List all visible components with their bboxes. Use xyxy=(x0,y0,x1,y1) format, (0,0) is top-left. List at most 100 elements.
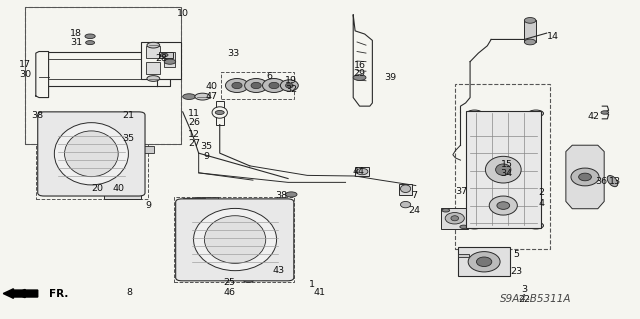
Ellipse shape xyxy=(467,110,482,117)
Ellipse shape xyxy=(164,59,175,64)
FancyBboxPatch shape xyxy=(175,199,294,281)
Text: 3: 3 xyxy=(522,285,527,294)
Ellipse shape xyxy=(489,196,517,215)
Text: 17: 17 xyxy=(19,60,31,69)
Ellipse shape xyxy=(241,267,256,277)
Text: 26: 26 xyxy=(188,118,200,128)
Ellipse shape xyxy=(601,111,609,114)
Ellipse shape xyxy=(401,201,411,208)
Ellipse shape xyxy=(244,78,268,93)
FancyBboxPatch shape xyxy=(38,112,145,196)
Ellipse shape xyxy=(497,202,509,209)
Ellipse shape xyxy=(188,199,196,204)
Text: 2: 2 xyxy=(539,188,545,197)
Text: 28: 28 xyxy=(156,54,168,63)
Ellipse shape xyxy=(212,107,227,118)
Text: 32: 32 xyxy=(285,85,298,94)
Bar xyxy=(174,197,294,282)
Ellipse shape xyxy=(451,216,459,221)
Bar xyxy=(442,208,468,229)
Text: 10: 10 xyxy=(177,9,189,18)
Ellipse shape xyxy=(445,212,465,224)
Ellipse shape xyxy=(353,75,366,80)
Text: 25: 25 xyxy=(223,278,236,287)
Text: 37: 37 xyxy=(456,187,468,197)
Bar xyxy=(221,72,294,99)
Text: S9A4-B5311A: S9A4-B5311A xyxy=(500,293,572,304)
Text: 5: 5 xyxy=(514,250,520,259)
Text: 23: 23 xyxy=(511,267,523,276)
Text: 35: 35 xyxy=(122,134,134,143)
Ellipse shape xyxy=(118,122,129,128)
Text: 40: 40 xyxy=(205,82,218,91)
Text: 35: 35 xyxy=(200,142,212,151)
Ellipse shape xyxy=(524,39,536,45)
Text: 41: 41 xyxy=(314,288,326,297)
Ellipse shape xyxy=(215,110,224,115)
Bar xyxy=(141,42,180,78)
Text: 42: 42 xyxy=(588,112,599,121)
Ellipse shape xyxy=(579,173,591,181)
Ellipse shape xyxy=(524,18,536,23)
Text: 36: 36 xyxy=(595,177,607,186)
Bar xyxy=(25,7,181,144)
Ellipse shape xyxy=(460,225,467,228)
Bar xyxy=(458,254,469,257)
Bar xyxy=(466,111,541,228)
Text: 27: 27 xyxy=(188,139,200,148)
Text: 22: 22 xyxy=(518,295,531,304)
Bar xyxy=(458,247,510,276)
Ellipse shape xyxy=(528,222,543,229)
Ellipse shape xyxy=(280,80,298,91)
Bar xyxy=(77,146,95,158)
Text: 38: 38 xyxy=(31,111,44,120)
Bar xyxy=(159,52,173,58)
Ellipse shape xyxy=(225,78,248,93)
Bar xyxy=(216,101,223,124)
Ellipse shape xyxy=(571,168,599,186)
Bar xyxy=(355,167,369,176)
Ellipse shape xyxy=(259,275,272,280)
Text: 1: 1 xyxy=(309,280,316,289)
Ellipse shape xyxy=(147,76,160,81)
Ellipse shape xyxy=(232,82,242,89)
Ellipse shape xyxy=(476,257,492,267)
Ellipse shape xyxy=(85,34,95,39)
Text: 6: 6 xyxy=(266,72,272,81)
Text: FR.: FR. xyxy=(49,288,68,299)
Text: 9: 9 xyxy=(146,201,152,210)
Bar xyxy=(140,146,154,153)
Ellipse shape xyxy=(54,123,129,185)
Ellipse shape xyxy=(97,187,107,192)
Text: 13: 13 xyxy=(609,177,621,186)
Ellipse shape xyxy=(38,118,50,123)
Ellipse shape xyxy=(285,83,293,88)
Text: 46: 46 xyxy=(223,288,236,297)
Text: 14: 14 xyxy=(547,32,559,41)
Text: 8: 8 xyxy=(127,288,132,297)
Ellipse shape xyxy=(221,275,234,280)
Text: 16: 16 xyxy=(353,61,365,70)
Bar xyxy=(25,7,181,144)
Ellipse shape xyxy=(468,252,500,272)
Text: 15: 15 xyxy=(500,160,513,169)
Ellipse shape xyxy=(182,94,195,100)
Bar xyxy=(195,197,218,206)
Text: 31: 31 xyxy=(70,38,82,47)
Ellipse shape xyxy=(200,201,210,206)
Ellipse shape xyxy=(285,192,297,197)
Bar xyxy=(147,62,161,74)
Bar xyxy=(524,20,536,42)
Text: 11: 11 xyxy=(188,109,200,118)
Text: 12: 12 xyxy=(188,130,200,138)
Text: 4: 4 xyxy=(539,199,545,208)
Text: 40: 40 xyxy=(113,184,125,193)
Ellipse shape xyxy=(243,278,253,283)
FancyArrow shape xyxy=(3,289,38,298)
Ellipse shape xyxy=(495,164,511,175)
Polygon shape xyxy=(566,145,604,209)
Bar xyxy=(36,109,148,199)
Ellipse shape xyxy=(607,175,618,187)
Ellipse shape xyxy=(356,168,368,175)
Ellipse shape xyxy=(262,78,285,93)
